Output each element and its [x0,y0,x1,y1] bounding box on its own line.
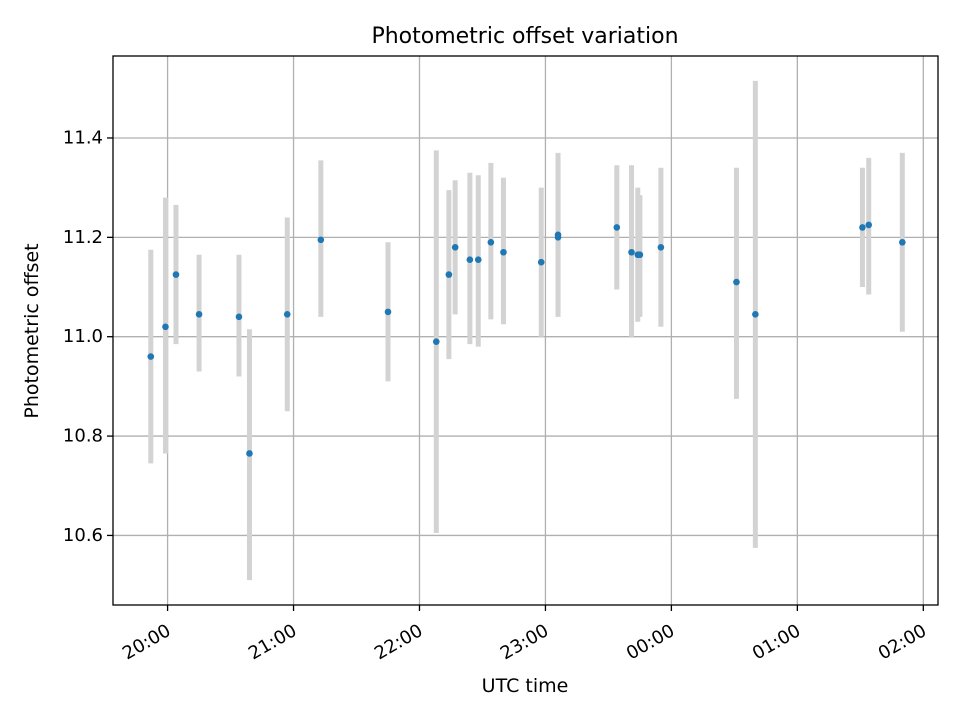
y-tick-label: 11.0 [63,326,103,347]
data-points [147,221,906,457]
data-point [235,313,243,321]
plot-frame [112,55,939,606]
data-point [474,256,482,264]
data-point [487,239,495,246]
error-bars [148,80,905,581]
data-point [451,243,459,251]
x-tick-label: 21:00 [245,620,300,664]
data-point [172,271,180,278]
y-tick-label: 11.2 [63,227,103,248]
data-point [628,248,635,256]
data-point [613,224,621,231]
y-tick-label: 10.8 [63,426,103,447]
x-tick-label: 22:00 [371,620,426,664]
x-tick-label: 01:00 [749,620,804,664]
data-point [636,251,644,259]
data-point [162,323,169,331]
x-tick-label: 23:00 [497,620,552,664]
data-point [246,450,253,457]
y-axis-label: Photometric offset [21,243,43,418]
grid [113,56,938,605]
x-axis-ticks: 20:00 21:00 22:00 23:00 00:00 01:00 02:00 [119,605,930,664]
data-point [317,236,325,244]
data-point [859,224,866,231]
data-point [899,239,906,246]
data-point [147,353,155,360]
y-tick-label: 10.6 [63,525,103,546]
data-point [554,234,562,241]
data-point [865,221,873,229]
data-point [466,256,474,264]
data-point [195,311,203,318]
x-tick-label: 20:00 [119,620,174,664]
data-point [432,338,440,345]
data-point [384,308,392,316]
data-point [657,243,665,251]
x-tick-label: 02:00 [875,620,930,664]
data-point [733,278,740,286]
data-point [752,311,759,318]
chart-title: Photometric offset variation [371,24,678,49]
y-axis-ticks: 10.6 10.8 11.0 11.2 11.4 [63,127,113,546]
data-point [445,271,453,278]
data-point [537,258,545,266]
x-axis-label: UTC time [482,675,569,697]
y-tick-label: 11.4 [63,127,103,148]
data-point [283,311,291,318]
data-point [500,248,507,256]
x-tick-label: 00:00 [623,620,678,664]
